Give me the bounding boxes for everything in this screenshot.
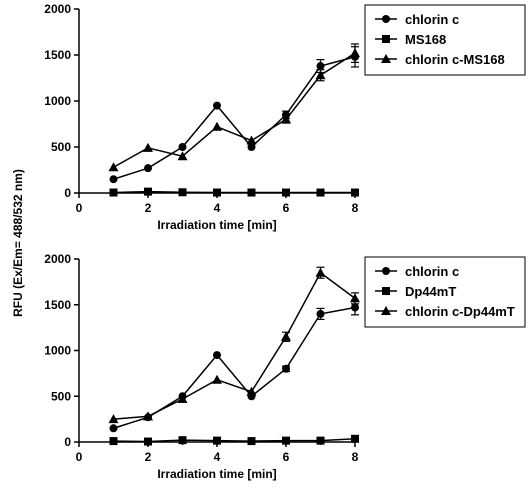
data-point: [213, 436, 221, 445]
y-tick-label: 0: [64, 186, 71, 200]
x-tick-label: 6: [283, 201, 290, 215]
legend-label: Dp44mT: [405, 284, 456, 299]
chart-panel-top: 0 500 1000 1500 2000 0 2 4 6 8 Irradiation time [m…: [44, 2, 526, 232]
data-point: [213, 351, 221, 360]
data-point: [282, 188, 290, 197]
data-point: [282, 436, 290, 445]
legend-marker-circle: [382, 267, 390, 275]
y-tick-label: 2000: [44, 2, 71, 16]
series-circle: [109, 299, 359, 433]
data-point: [109, 424, 118, 433]
data-point: [178, 188, 187, 197]
legend-marker-square: [382, 287, 390, 295]
y-axis-label: RFU (Ex/Em= 488/532 nm): [11, 169, 25, 317]
data-point: [108, 162, 119, 172]
x-tick-label: 8: [352, 201, 359, 215]
data-point: [316, 309, 325, 318]
data-point: [246, 135, 257, 145]
data-point: [351, 303, 359, 312]
legend-marker-circle: [382, 15, 390, 23]
series-line: [113, 190, 355, 194]
series-line: [113, 306, 356, 429]
x-tick-label: 0: [76, 450, 83, 464]
x-tick-label: 8: [352, 450, 359, 464]
series-square: [109, 434, 359, 446]
data-point: [351, 434, 359, 443]
data-point: [316, 188, 325, 197]
data-point: [213, 188, 221, 197]
data-point: [109, 175, 118, 184]
data-point: [143, 411, 153, 421]
data-point: [315, 267, 326, 277]
data-point: [178, 143, 187, 151]
data-point: [282, 364, 290, 373]
data-point: [350, 48, 360, 58]
y-tick-label: 1000: [44, 344, 71, 358]
series-square: [109, 187, 359, 197]
legend-label: MS168: [405, 32, 446, 47]
x-tick-label: 4: [214, 201, 221, 215]
data-point: [316, 62, 325, 71]
data-point: [246, 386, 257, 396]
y-tick-label: 1000: [44, 94, 71, 108]
data-point: [281, 331, 291, 341]
data-point: [177, 393, 188, 403]
series-line: [113, 438, 356, 443]
series-line: [113, 56, 356, 180]
data-point: [144, 164, 152, 173]
data-point: [144, 437, 152, 446]
chart-panel-bottom: 0 500 1000 1500 2000 0 2 4 6 8 Irradiation time [m…: [44, 252, 526, 481]
x-tick-label: 6: [283, 450, 290, 464]
legend-box: [364, 256, 526, 328]
data-point: [143, 142, 153, 152]
y-tick-label: 0: [64, 435, 71, 449]
legend-label: chlorin c: [405, 12, 459, 27]
legend-marker-square: [382, 35, 390, 43]
series-triangle: [108, 43, 360, 172]
legend-label: chlorin c-MS168: [405, 52, 505, 67]
legend-box: [364, 4, 526, 76]
y-tick-label: 500: [51, 140, 71, 154]
data-point: [247, 437, 256, 446]
data-point: [213, 101, 221, 110]
y-tick-label: 500: [51, 389, 71, 403]
x-axis-label: Irradiation time [min]: [157, 218, 276, 232]
data-point: [247, 188, 256, 197]
y-tick-label: 1500: [44, 298, 71, 312]
data-point: [281, 114, 291, 124]
data-point: [109, 437, 118, 446]
series-triangle: [108, 266, 360, 424]
legend-label: chlorin c-Dp44mT: [405, 304, 515, 319]
data-point: [316, 436, 325, 445]
x-tick-label: 4: [214, 450, 221, 464]
data-point: [109, 188, 118, 197]
y-tick-label: 1500: [44, 48, 71, 62]
legend-marker-triangle: [381, 54, 391, 63]
data-point: [315, 70, 326, 80]
data-point: [177, 151, 188, 161]
x-tick-label: 2: [145, 201, 152, 215]
data-point: [351, 188, 359, 197]
legend: chlorin c MS168 chlorin c-MS168: [364, 4, 526, 76]
x-axis-label: Irradiation time [min]: [157, 467, 276, 481]
data-point: [178, 436, 187, 445]
data-point: [108, 414, 119, 424]
y-tick-label: 2000: [44, 252, 71, 266]
data-point: [247, 143, 256, 151]
legend-marker-triangle: [381, 306, 391, 315]
x-tick-label: 0: [76, 201, 83, 215]
data-point: [350, 293, 360, 303]
series-line: [113, 271, 356, 420]
data-point: [144, 187, 152, 196]
data-point: [212, 374, 222, 384]
series-circle: [109, 46, 359, 184]
legend: chlorin c Dp44mT chlorin c-Dp44mT: [364, 256, 526, 328]
data-point: [212, 121, 222, 131]
x-tick-label: 2: [145, 450, 152, 464]
legend-label: chlorin c: [405, 264, 459, 279]
series-line: [113, 52, 356, 168]
